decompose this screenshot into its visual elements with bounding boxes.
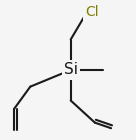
Text: Si: Si xyxy=(64,62,78,78)
Text: Cl: Cl xyxy=(85,5,99,19)
